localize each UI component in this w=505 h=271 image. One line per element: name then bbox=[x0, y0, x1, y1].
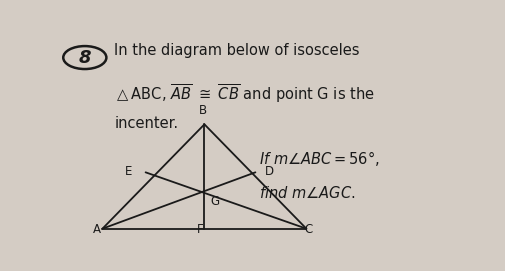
Text: E: E bbox=[124, 165, 132, 178]
Text: G: G bbox=[210, 195, 219, 208]
Text: incenter.: incenter. bbox=[114, 116, 178, 131]
Text: C: C bbox=[304, 223, 312, 236]
Text: D: D bbox=[265, 165, 274, 178]
Text: If $m\angle ABC = 56°,$: If $m\angle ABC = 56°,$ bbox=[259, 149, 379, 168]
Text: A: A bbox=[92, 223, 100, 236]
Text: 8: 8 bbox=[78, 49, 91, 67]
Text: F: F bbox=[197, 223, 204, 236]
Text: B: B bbox=[198, 104, 206, 117]
Text: $\triangle$ABC, $\overline{AB}\ \cong\ \overline{CB}$ and point G is the: $\triangle$ABC, $\overline{AB}\ \cong\ \… bbox=[114, 83, 374, 105]
Text: find $m\angle AGC.$: find $m\angle AGC.$ bbox=[259, 185, 355, 201]
Text: In the diagram below of isosceles: In the diagram below of isosceles bbox=[114, 43, 359, 58]
